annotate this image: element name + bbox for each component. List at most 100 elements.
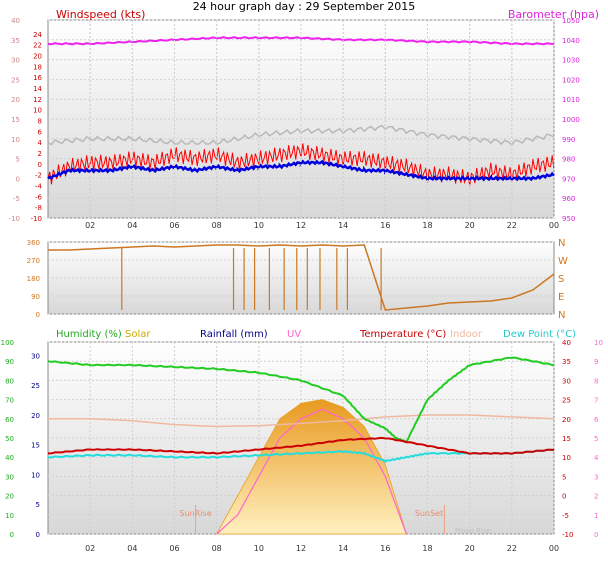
barometer-line <box>47 36 555 46</box>
wind-tick-label: 20 <box>11 96 20 104</box>
temperature-line <box>48 436 555 455</box>
rainfall-tick-label: 10 <box>31 471 40 479</box>
uv-tick-label: 9 <box>594 358 598 366</box>
indoor-temp-line <box>48 414 555 428</box>
humidity-tick-label: 60 <box>5 416 14 424</box>
uv-tick-label: 8 <box>594 377 598 385</box>
temperature-tick-label: 0 <box>562 493 566 501</box>
wind-tick-label: -5 <box>13 195 20 203</box>
rainfall-tick-label: 20 <box>31 412 40 420</box>
wind-tick-label: 24 <box>33 31 42 39</box>
rainfall-tick-label: 15 <box>31 442 40 450</box>
wind-tick-label: 16 <box>33 74 42 82</box>
time-tick-label: 20 <box>465 221 475 230</box>
time-tick-label: 16 <box>380 221 390 230</box>
time-tick-label: 04 <box>127 221 137 230</box>
dewpoint-line <box>47 448 555 463</box>
humidity-tick-label: 80 <box>5 377 14 385</box>
barometer-tick-label: 950 <box>562 215 575 223</box>
temperature-tick-label: 15 <box>562 435 571 443</box>
time-tick-label: 18 <box>422 221 432 230</box>
time-tick-label: 16 <box>380 544 390 553</box>
barometer-tick-label: 1000 <box>562 116 580 124</box>
wind-tick-label: 35 <box>11 37 20 45</box>
time-tick-label: 02 <box>85 221 95 230</box>
wind-tick-label: 12 <box>33 96 42 104</box>
wind-tick-label: 40 <box>11 17 20 25</box>
time-tick-label: 12 <box>296 221 306 230</box>
wind-tick-label: 14 <box>33 85 42 93</box>
wind-tick-label: 0 <box>38 161 42 169</box>
uv-tick-label: 0 <box>594 531 598 539</box>
temperature-tick-label: 20 <box>562 416 571 424</box>
legend-temperature: Temperature (°C) <box>359 329 446 340</box>
chart-title: 24 hour graph day : 29 September 2015 <box>193 0 416 13</box>
temperature-tick-label: 5 <box>562 473 566 481</box>
temperature-tick-label: 40 <box>562 339 571 347</box>
barometer-tick-label: 1010 <box>562 96 580 104</box>
uv-tick-label: 6 <box>594 416 599 424</box>
wind-tick-label: 25 <box>11 76 20 84</box>
time-tick-label: 14 <box>338 544 348 553</box>
indoor-humidity-line <box>47 124 555 147</box>
rainfall-tick-label: 0 <box>36 531 40 539</box>
time-tick-label: 12 <box>296 544 306 553</box>
barometer-axis-label: Barometer (hpa) <box>508 8 599 21</box>
direction-compass-label: N <box>558 310 565 321</box>
wind-tick-label: 20 <box>33 53 42 61</box>
barometer-tick-label: 1050 <box>562 17 580 25</box>
wind-tick-label: -10 <box>9 215 20 223</box>
uv-tick-label: 1 <box>594 512 598 520</box>
humidity-tick-label: 100 <box>1 339 14 347</box>
legend-dewpoint: Dew Point (°C) <box>503 329 576 340</box>
barometer-tick-label: 980 <box>562 156 575 164</box>
wind-tick-label: -10 <box>31 215 42 223</box>
legend-uv: UV <box>287 329 301 340</box>
direction-tick-label: 360 <box>27 239 40 247</box>
sunrise-label: SunRise <box>180 509 212 518</box>
direction-compass-label: N <box>558 238 565 249</box>
wind-tick-label: 18 <box>33 63 42 71</box>
legend-solar: Solar <box>125 329 151 340</box>
time-tick-label: 04 <box>127 544 137 553</box>
rainfall-tick-label: 30 <box>31 352 40 360</box>
direction-tick-label: 270 <box>27 257 40 265</box>
humidity-tick-label: 90 <box>5 358 14 366</box>
wind-tick-label: -2 <box>35 172 42 180</box>
wind-tick-label: 10 <box>11 136 20 144</box>
moonrise-label: Moon Rise <box>455 527 491 535</box>
uv-tick-label: 10 <box>594 339 603 347</box>
wind-tick-label: 5 <box>16 156 20 164</box>
direction-compass-label: S <box>558 274 564 285</box>
temperature-tick-label: 10 <box>562 454 571 462</box>
direction-compass-label: E <box>558 292 564 303</box>
barometer-tick-label: 1030 <box>562 57 580 65</box>
wind-tick-label: 4 <box>38 139 43 147</box>
time-tick-label: 02 <box>85 544 95 553</box>
time-tick-label: 00 <box>549 221 559 230</box>
direction-tick-label: 90 <box>31 293 40 301</box>
uv-tick-label: 4 <box>594 454 599 462</box>
humidity-tick-label: 40 <box>5 454 14 462</box>
wind-tick-label: 8 <box>38 118 42 126</box>
time-tick-label: 22 <box>507 221 517 230</box>
wind-direction-line <box>48 244 555 311</box>
legend-rainfall: Rainfall (mm) <box>200 329 268 340</box>
barometer-tick-label: 1020 <box>562 76 580 84</box>
humidity-line <box>47 356 555 443</box>
barometer-tick-label: 990 <box>562 136 575 144</box>
wind-tick-label: 2 <box>38 150 42 158</box>
wind-tick-label: 6 <box>38 128 43 136</box>
uv-tick-label: 5 <box>594 435 598 443</box>
barometer-tick-label: 1040 <box>562 37 580 45</box>
barometer-tick-label: 960 <box>562 195 575 203</box>
windspeed-axis-label: Windspeed (kts) <box>56 8 145 21</box>
time-tick-label: 20 <box>465 544 475 553</box>
humidity-tick-label: 0 <box>10 531 14 539</box>
time-tick-label: 10 <box>254 544 264 553</box>
humidity-tick-label: 10 <box>5 512 14 520</box>
wind-tick-label: -4 <box>35 183 43 191</box>
temperature-tick-label: 35 <box>562 358 571 366</box>
uv-tick-label: 2 <box>594 493 598 501</box>
